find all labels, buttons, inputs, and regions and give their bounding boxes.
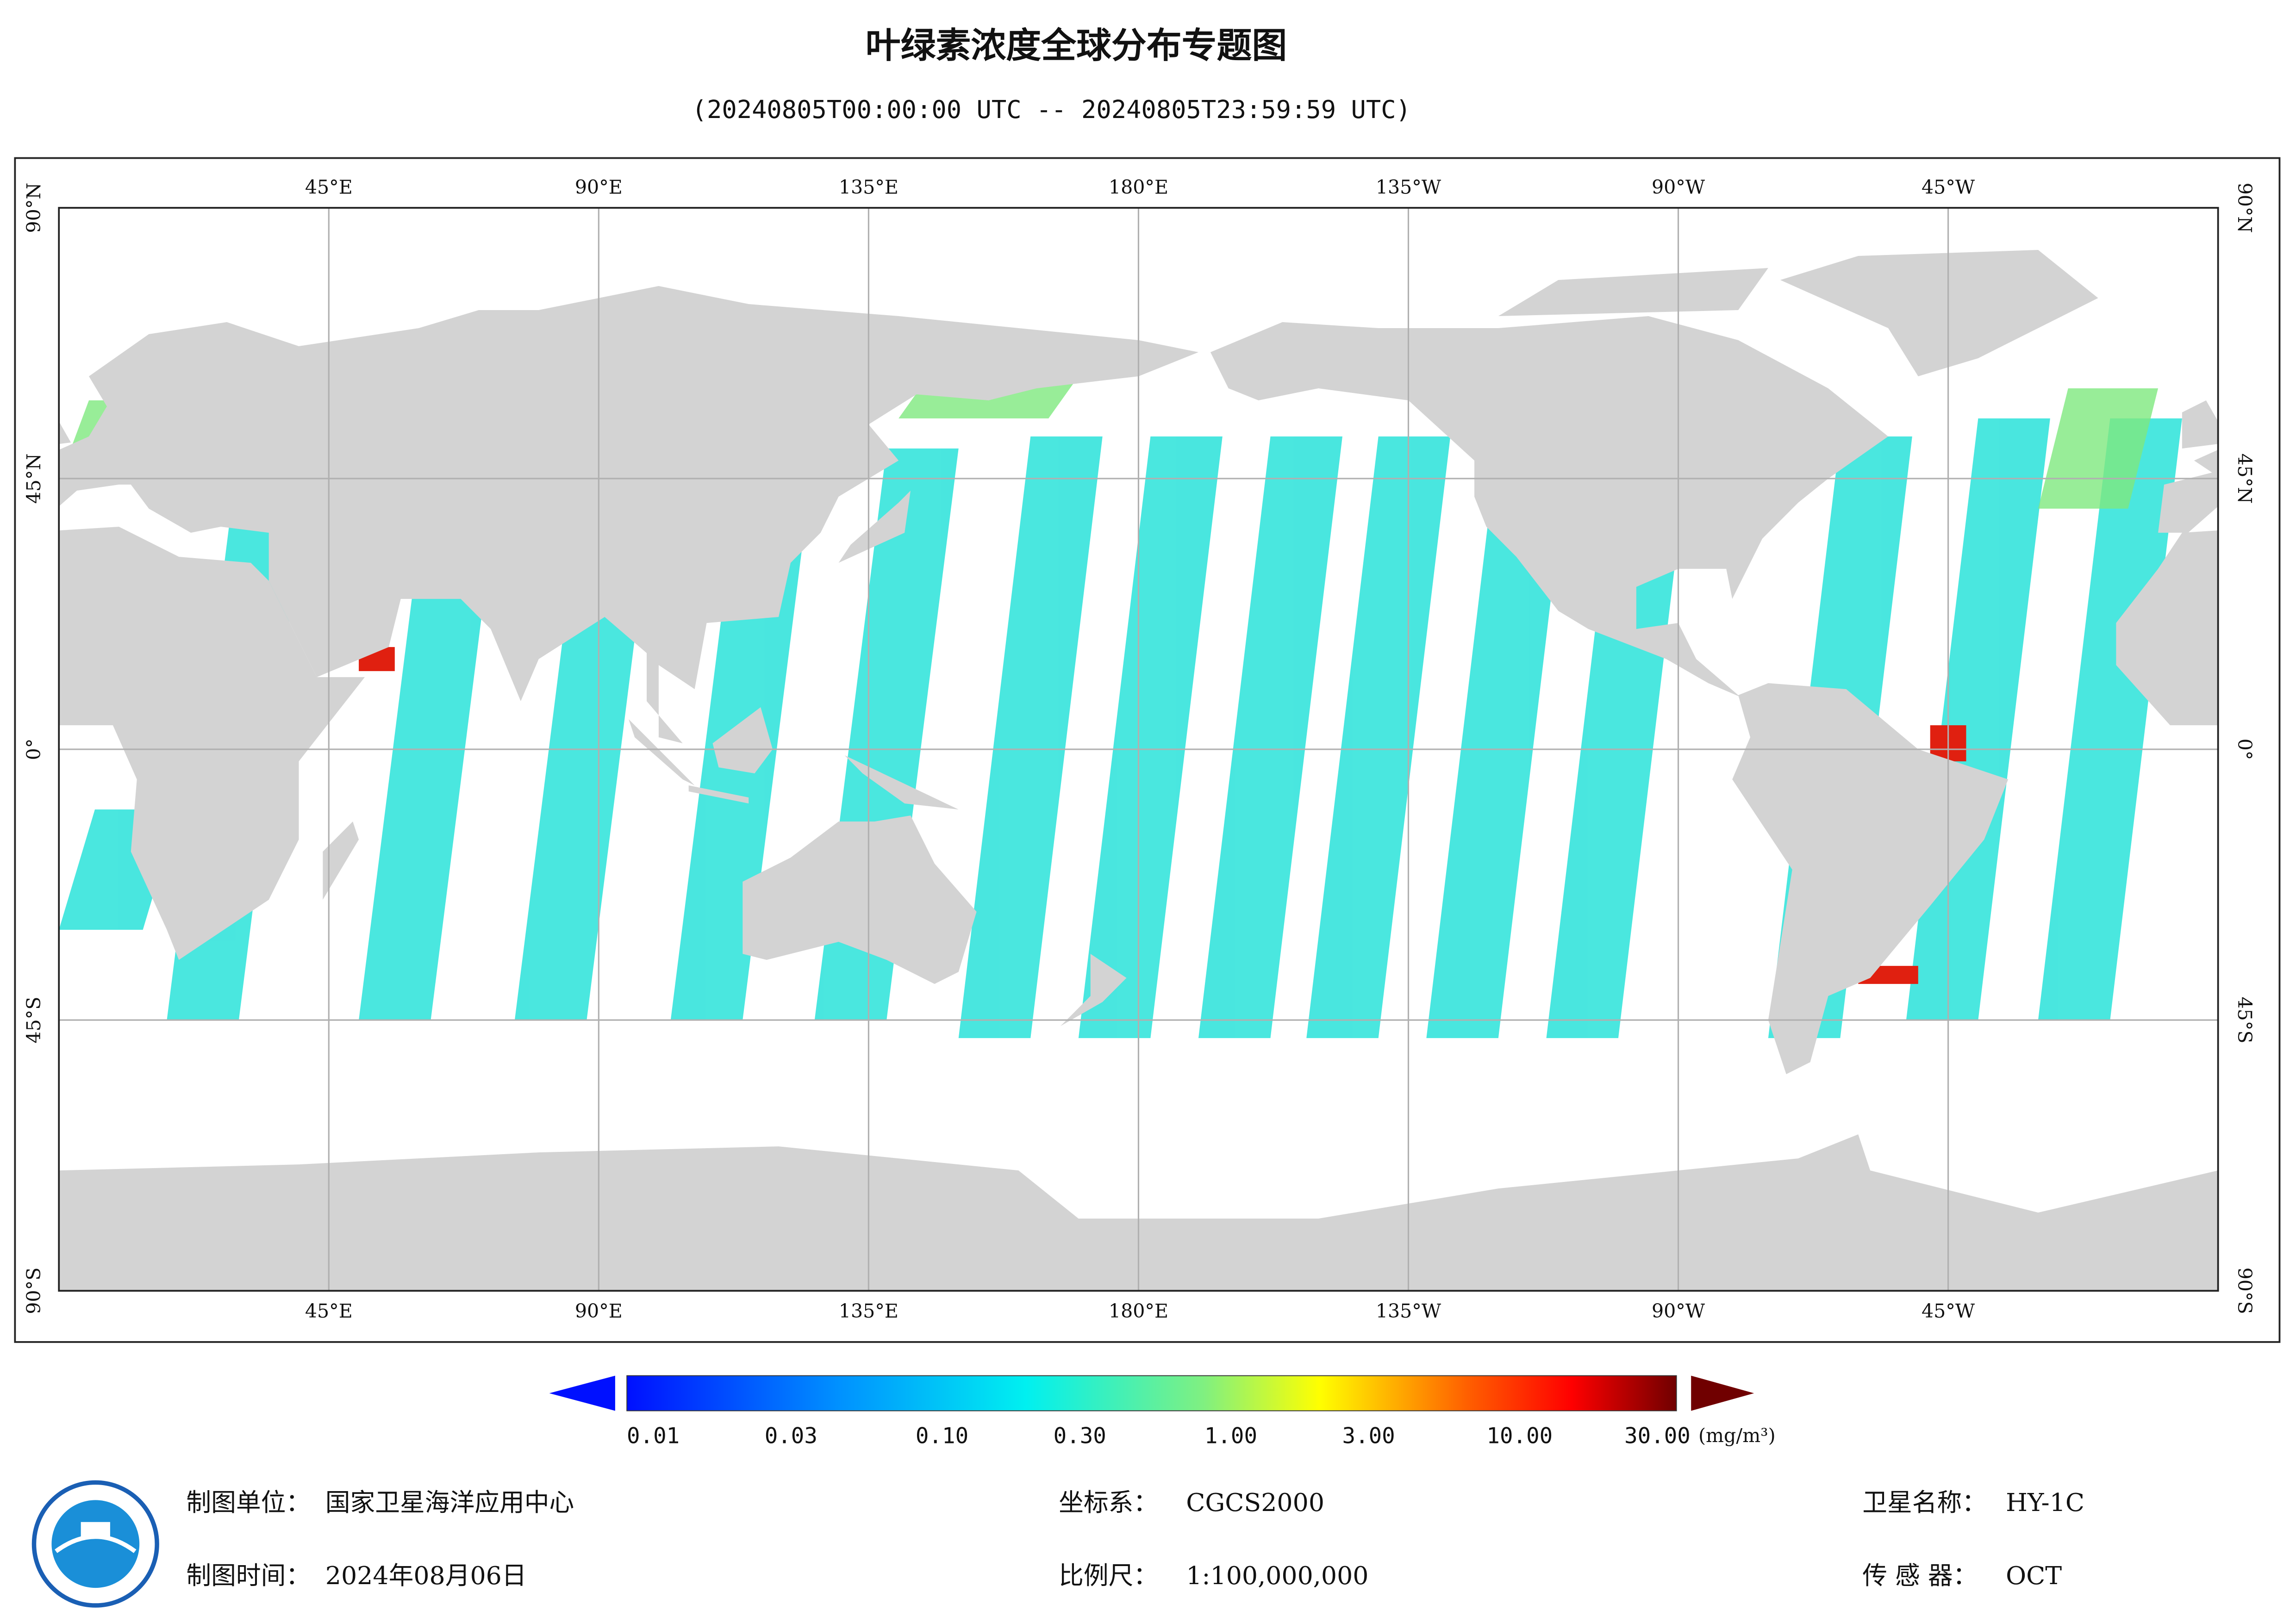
lon-label-top: 45°E xyxy=(305,176,353,198)
colorbar-tick-label: 0.10 xyxy=(916,1423,968,1449)
footer-label: 比例尺： xyxy=(1059,1561,1158,1590)
lat-label-left: 90°N xyxy=(23,183,45,233)
lat-label-left: 90°S xyxy=(23,1268,45,1314)
colorbar-low-arrow xyxy=(549,1375,615,1411)
lon-label-bottom: 45°W xyxy=(1922,1300,1975,1322)
map-subtitle: (20240805T00:00:00 UTC -- 20240805T23:59… xyxy=(692,95,1411,124)
footer-label: 传 感 器： xyxy=(1862,1561,1978,1590)
footer-value: 1:100,000,000 xyxy=(1186,1561,1368,1590)
lat-label-right: 45°S xyxy=(2234,997,2256,1044)
footer-value: 国家卫星海洋应用中心 xyxy=(325,1488,574,1517)
lon-label-bottom: 45°E xyxy=(305,1300,353,1322)
footer-label: 坐标系： xyxy=(1059,1488,1158,1517)
colorbar-high-arrow xyxy=(1691,1375,1754,1411)
lon-label-bottom: 135°W xyxy=(1376,1300,1441,1322)
lon-label-bottom: 90°W xyxy=(1652,1300,1705,1322)
colorbar-tick-label: 1.00 xyxy=(1204,1423,1257,1449)
lat-label-right: 90°S xyxy=(2234,1268,2256,1314)
lat-label-right: 45°N xyxy=(2234,454,2256,504)
lon-label-top: 135°E xyxy=(839,176,898,198)
lon-label-bottom: 90°E xyxy=(575,1300,623,1322)
footer-value: CGCS2000 xyxy=(1186,1488,1324,1517)
lon-label-top: 90°E xyxy=(575,176,623,198)
map-border xyxy=(58,207,2219,1292)
lon-label-bottom: 180°E xyxy=(1109,1300,1168,1322)
lat-label-left: 45°S xyxy=(23,997,45,1044)
colorbar-tick-label: 0.30 xyxy=(1054,1423,1106,1449)
lon-label-top: 45°W xyxy=(1922,176,1975,198)
lon-label-top: 135°W xyxy=(1376,176,1441,198)
colorbar-tick-label: 30.00 xyxy=(1624,1423,1691,1449)
lat-label-right: 0° xyxy=(2234,739,2256,760)
logo xyxy=(31,1480,159,1608)
lon-label-bottom: 135°E xyxy=(839,1300,898,1322)
footer-value: OCT xyxy=(2006,1561,2062,1590)
map-frame xyxy=(14,157,2281,1343)
lat-label-left: 45°N xyxy=(23,454,45,504)
colorbar-tick-label: 10.00 xyxy=(1486,1423,1553,1449)
footer-label: 卫星名称： xyxy=(1862,1488,1987,1517)
colorbar-tick-label: 3.00 xyxy=(1342,1423,1395,1449)
lon-label-top: 90°W xyxy=(1652,176,1705,198)
lat-label-right: 90°N xyxy=(2234,183,2256,233)
colorbar xyxy=(626,1375,1677,1412)
footer-value: HY-1C xyxy=(2006,1488,2084,1517)
lat-label-left: 0° xyxy=(23,739,45,760)
footer-label: 制图单位： xyxy=(186,1488,311,1517)
lon-label-top: 180°E xyxy=(1109,176,1168,198)
colorbar-unit: (mg/m³) xyxy=(1698,1424,1776,1447)
map-title: 叶绿素浓度全球分布专题图 xyxy=(866,25,1287,66)
colorbar-tick-label: 0.03 xyxy=(765,1423,817,1449)
footer-label: 制图时间： xyxy=(186,1561,311,1590)
footer-value: 2024年08月06日 xyxy=(325,1561,527,1590)
colorbar-tick-label: 0.01 xyxy=(627,1423,680,1449)
